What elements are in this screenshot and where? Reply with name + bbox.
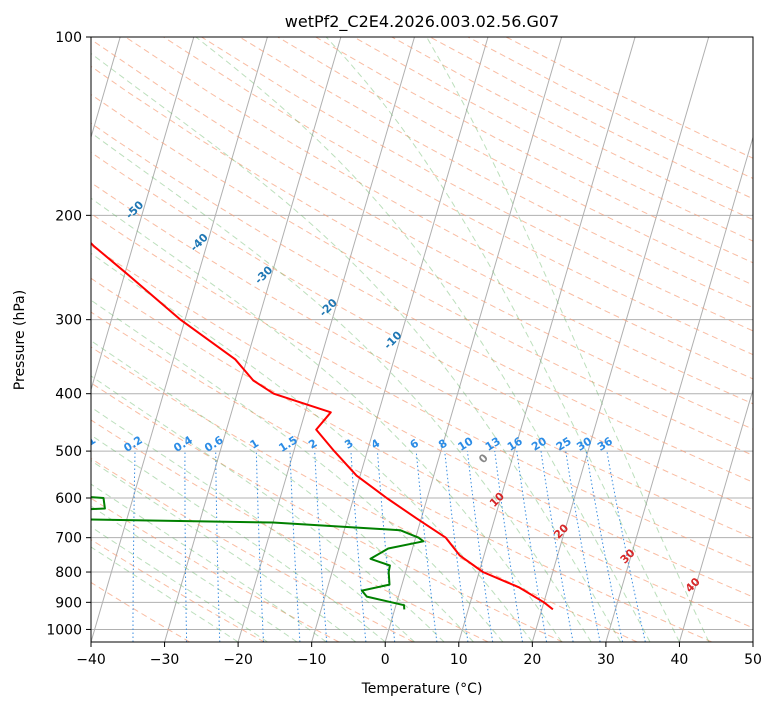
isotherm-line xyxy=(531,37,710,642)
mixing-ratio-line xyxy=(350,451,367,642)
isotherm-line xyxy=(384,37,563,642)
y-tick-label: 100 xyxy=(55,30,82,46)
dewpoint-profile xyxy=(91,496,425,610)
dry-adiabat xyxy=(91,93,753,456)
plot-frame xyxy=(90,36,754,643)
x-tick-label: 50 xyxy=(744,652,762,668)
x-tick-label: 10 xyxy=(450,652,468,668)
isotherm-line xyxy=(164,37,342,642)
isotherm-line xyxy=(91,37,268,642)
x-axis-label: Temperature (°C) xyxy=(361,681,483,697)
dry-adiabat xyxy=(91,213,753,568)
dry-adiabat xyxy=(91,346,638,642)
moist-adiabat xyxy=(91,340,474,642)
isotherm-line xyxy=(311,37,489,642)
moist-adiabat xyxy=(91,252,533,642)
profile-lines xyxy=(91,241,554,611)
isotherm-line xyxy=(605,135,753,642)
y-tick-label: 900 xyxy=(55,595,82,611)
mixing-ratio-label: 0.1 xyxy=(75,433,98,454)
moist-adiabat xyxy=(325,37,680,642)
x-tick-label: −40 xyxy=(76,652,106,668)
y-tick-label: 400 xyxy=(55,387,82,403)
y-axis-label: Pressure (hPa) xyxy=(12,290,28,390)
dry-adiabat xyxy=(91,539,265,642)
dry-adiabat xyxy=(91,311,713,642)
background-lines xyxy=(91,37,753,642)
moist-adiabat xyxy=(91,197,563,642)
y-tick-label: 200 xyxy=(55,208,82,224)
mixing-ratio-line xyxy=(415,451,438,642)
dry-adiabat xyxy=(91,277,753,629)
dry-adiabat xyxy=(91,38,753,405)
moist-adiabat xyxy=(91,483,327,642)
moist-adiabat xyxy=(91,406,415,642)
moist-adiabat xyxy=(91,505,298,642)
y-tick-label: 700 xyxy=(55,531,82,547)
y-tick-label: 500 xyxy=(55,444,82,460)
dry-adiabat xyxy=(91,581,190,642)
mixing-ratio-line xyxy=(585,451,624,642)
dry-adiabat xyxy=(91,182,753,539)
x-tick-label: −20 xyxy=(223,652,253,668)
x-tick-label: 40 xyxy=(671,652,689,668)
isotherm-line xyxy=(237,37,415,642)
dry-adiabat xyxy=(91,244,753,598)
y-tick-label: 1000 xyxy=(46,622,82,638)
temperature-profile xyxy=(91,241,554,611)
x-tick-label: 30 xyxy=(597,652,615,668)
dry-adiabat xyxy=(91,122,753,483)
mixing-ratio-line xyxy=(444,451,469,642)
moist-adiabat xyxy=(91,132,592,642)
y-tick-label: 300 xyxy=(55,313,82,329)
dry-adiabat xyxy=(91,457,414,642)
axis-ticks: −40 −30 −20 −10 0 10 20 30 40 50 100 200 300 400 500 60… xyxy=(46,30,762,668)
y-tick-label: 800 xyxy=(55,565,82,581)
mixing-ratio-line xyxy=(466,451,494,642)
moist-adiabat xyxy=(91,375,445,642)
x-tick-label: 20 xyxy=(523,652,541,668)
moist-adiabat xyxy=(426,37,710,642)
chart-title: wetPf2_C2E4.2026.003.02.56.G07 xyxy=(285,12,559,32)
dry-adiabat xyxy=(239,37,753,309)
moist-adiabat xyxy=(91,52,622,642)
dry-adiabat xyxy=(125,37,753,380)
moist-adiabat xyxy=(91,460,357,642)
mixing-ratio-line xyxy=(565,451,601,642)
mixing-ratio-line xyxy=(494,451,523,642)
dry-adiabat xyxy=(91,151,753,511)
dry-adiabat xyxy=(91,419,489,642)
y-tick-label: 600 xyxy=(55,491,82,507)
isotherm-line xyxy=(678,387,753,642)
x-tick-label: 0 xyxy=(381,652,390,668)
moist-adiabat xyxy=(91,299,504,642)
x-tick-label: −10 xyxy=(297,652,327,668)
isotherm-line xyxy=(91,37,195,392)
mixing-ratio-line xyxy=(606,451,646,642)
x-tick-label: −30 xyxy=(150,652,180,668)
dry-adiabat xyxy=(277,37,753,286)
moist-adiabat xyxy=(195,37,651,642)
